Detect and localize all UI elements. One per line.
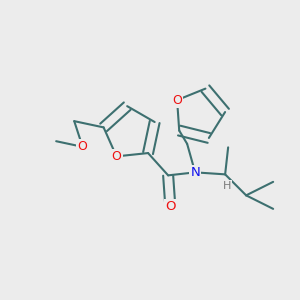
Text: N: N xyxy=(190,166,200,179)
Text: O: O xyxy=(78,140,88,153)
Text: O: O xyxy=(172,94,182,106)
Text: H: H xyxy=(223,182,231,191)
Text: O: O xyxy=(165,200,175,213)
Text: O: O xyxy=(112,150,122,163)
